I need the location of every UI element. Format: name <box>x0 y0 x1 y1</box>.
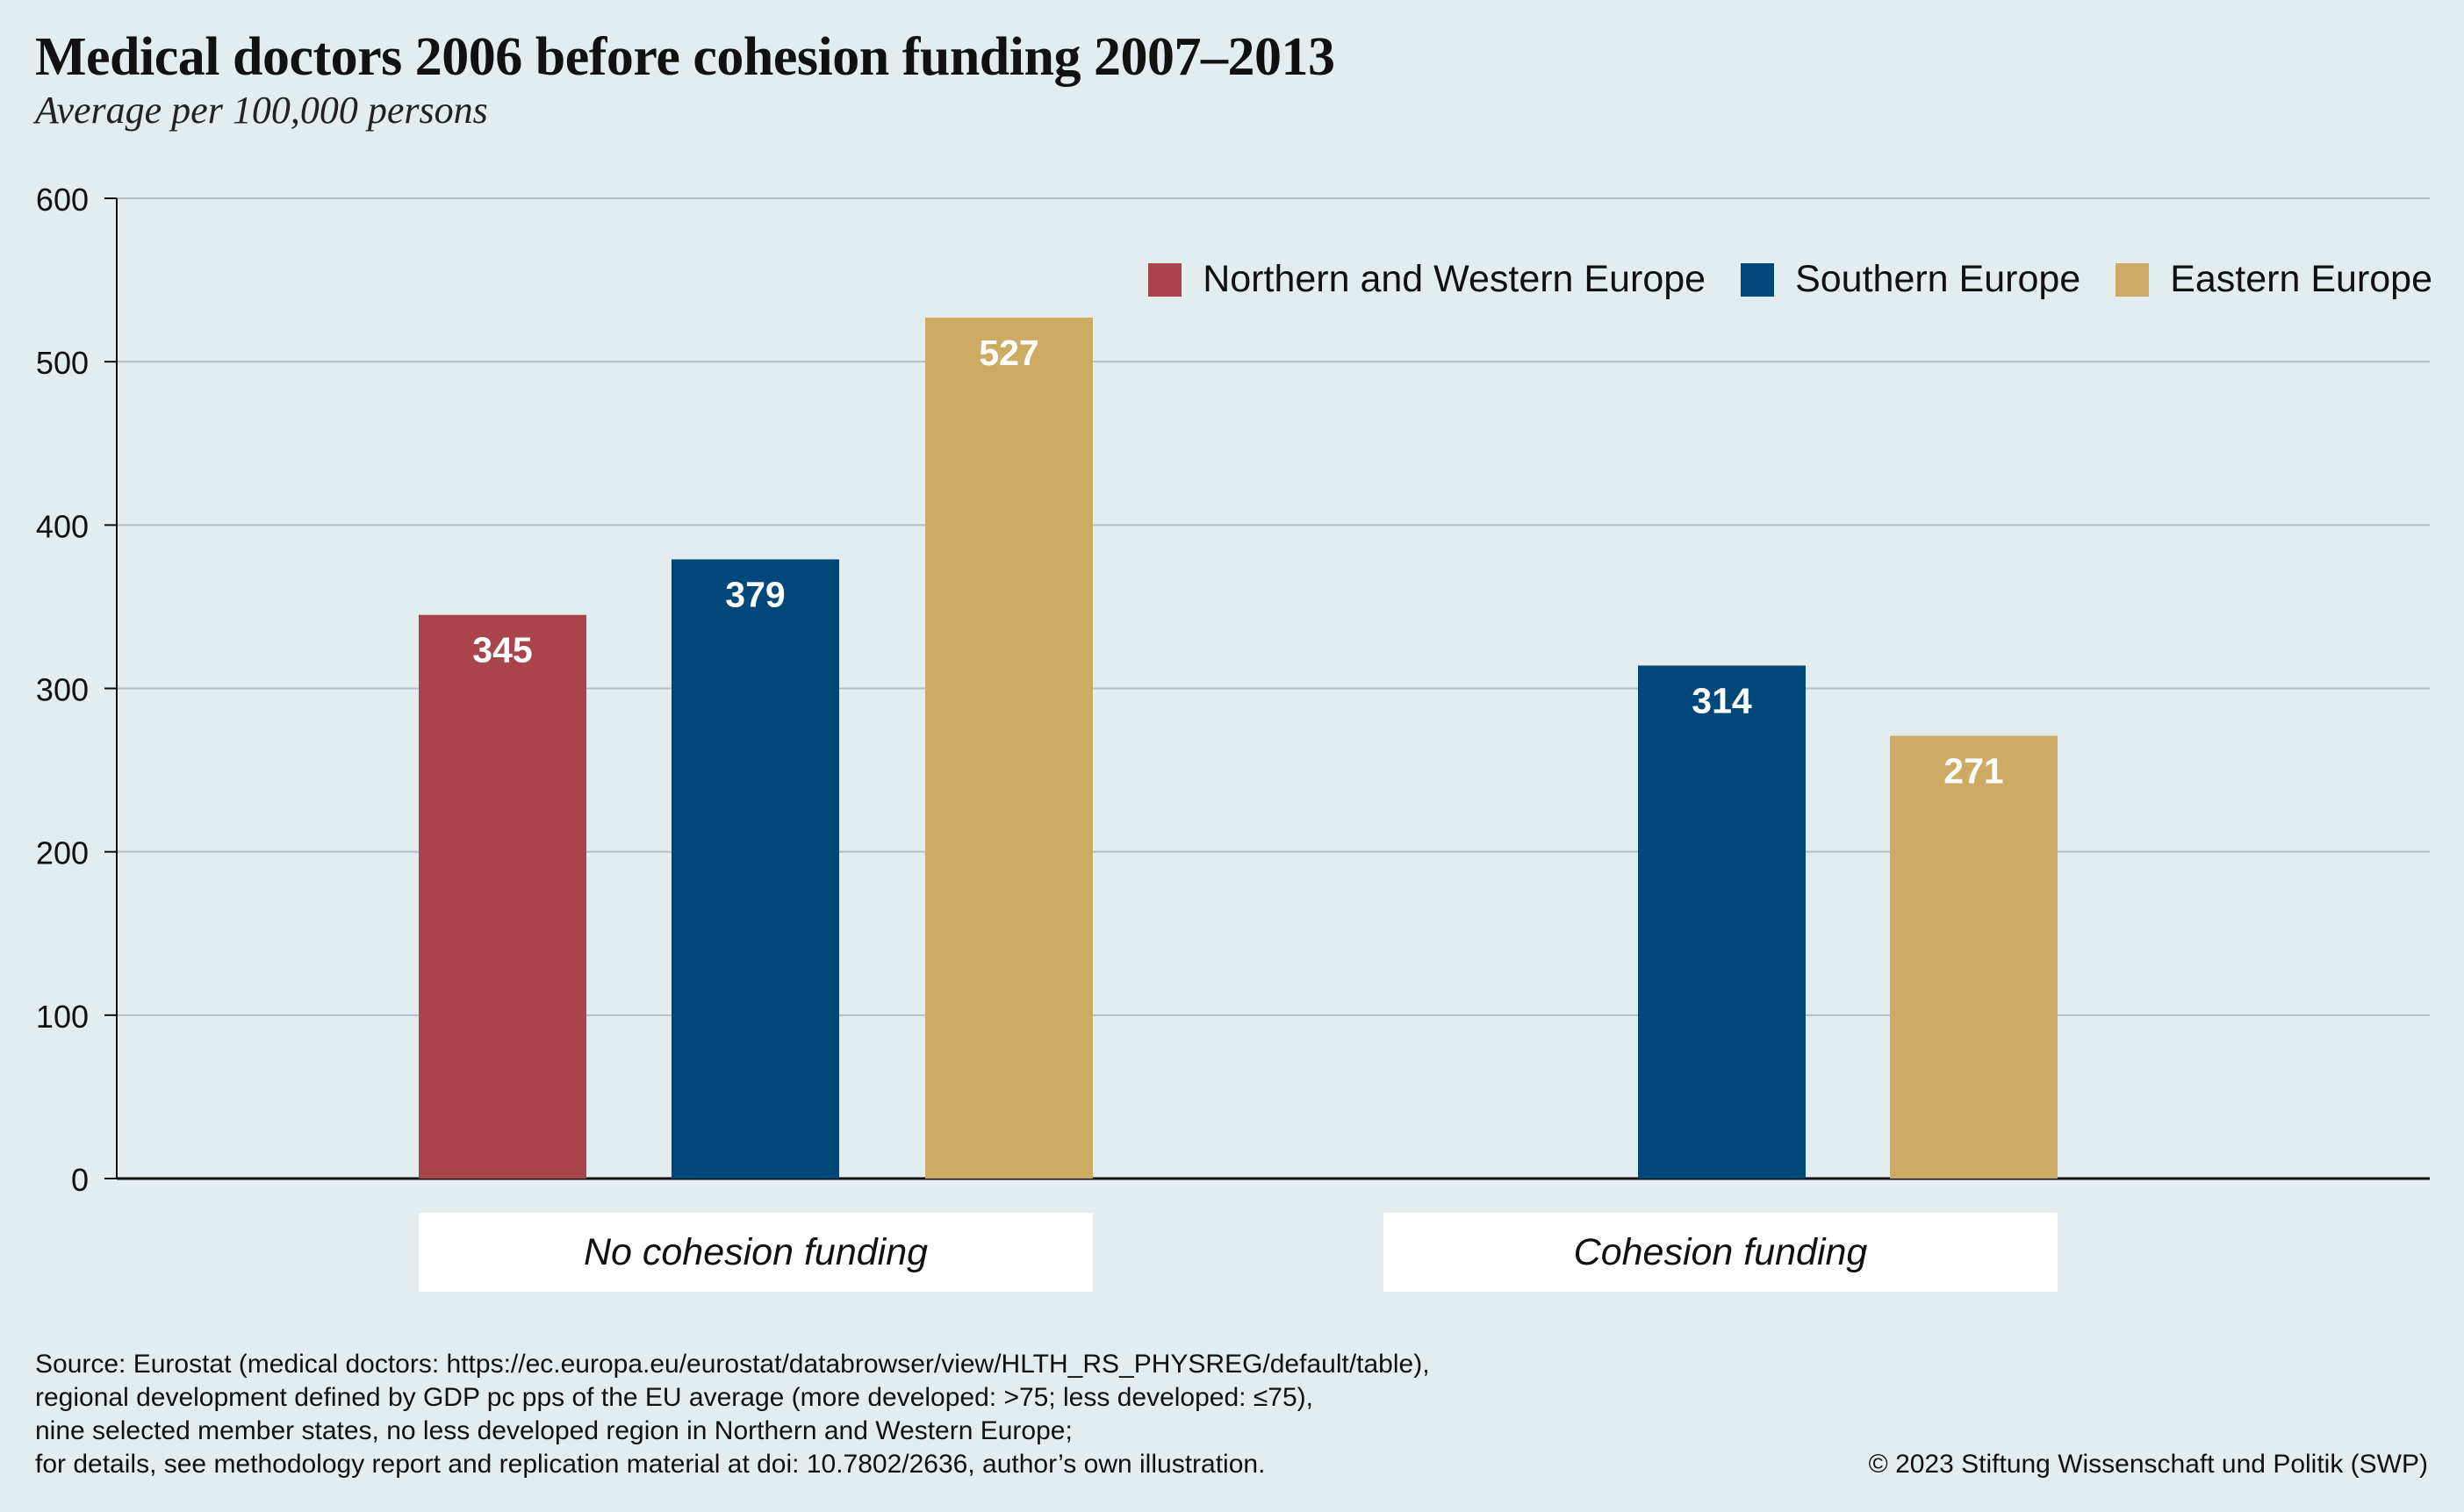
y-tick-label: 100 <box>36 999 89 1035</box>
legend-swatch <box>2116 262 2150 297</box>
bar <box>419 614 586 1179</box>
source-note: Source: Eurostat (medical doctors: https… <box>35 1348 1430 1481</box>
legend-label: Southern Europe <box>1795 258 2081 300</box>
copyright-notice: © 2023 Stiftung Wissenschaft und Politik… <box>1868 1450 2428 1479</box>
legend-item: Northern and Western Europe <box>1148 258 1706 301</box>
legend-item: Southern Europe <box>1741 258 2080 301</box>
chart-subtitle: Average per 100,000 persons <box>35 89 488 132</box>
source-line: for details, see methodology report and … <box>35 1450 1266 1479</box>
chart-title: Medical doctors 2006 before cohesion fun… <box>35 27 1335 87</box>
y-tick-label: 0 <box>71 1162 89 1198</box>
y-tick-label: 600 <box>36 182 89 218</box>
bar <box>925 317 1093 1179</box>
data-label: 314 <box>1692 680 1752 720</box>
legend-swatch <box>1741 262 1775 297</box>
y-tick-label: 300 <box>36 672 89 708</box>
data-label: 527 <box>979 333 1038 373</box>
chart-legend: Northern and Western Europe Southern Euro… <box>1113 258 2432 301</box>
data-label: 379 <box>725 574 785 614</box>
bar <box>1890 735 2058 1179</box>
data-label: 345 <box>472 630 532 670</box>
legend-label: Northern and Western Europe <box>1203 258 1706 300</box>
category-label: Cohesion funding <box>1383 1213 2058 1292</box>
source-line: Source: Eurostat (medical doctors: https… <box>35 1350 1430 1379</box>
source-line: nine selected member states, no less dev… <box>35 1416 1073 1445</box>
bar <box>672 559 839 1179</box>
y-tick-label: 400 <box>36 508 89 544</box>
legend-label: Eastern Europe <box>2170 258 2432 300</box>
data-label: 271 <box>1943 750 2003 791</box>
legend-swatch <box>1148 262 1182 297</box>
bar <box>1638 665 1806 1179</box>
y-tick-label: 500 <box>36 345 89 381</box>
y-tick-label: 200 <box>36 835 89 871</box>
legend-item: Eastern Europe <box>2116 258 2432 301</box>
source-line: regional development defined by GDP pc p… <box>35 1383 1313 1412</box>
category-label: No cohesion funding <box>419 1213 1093 1292</box>
